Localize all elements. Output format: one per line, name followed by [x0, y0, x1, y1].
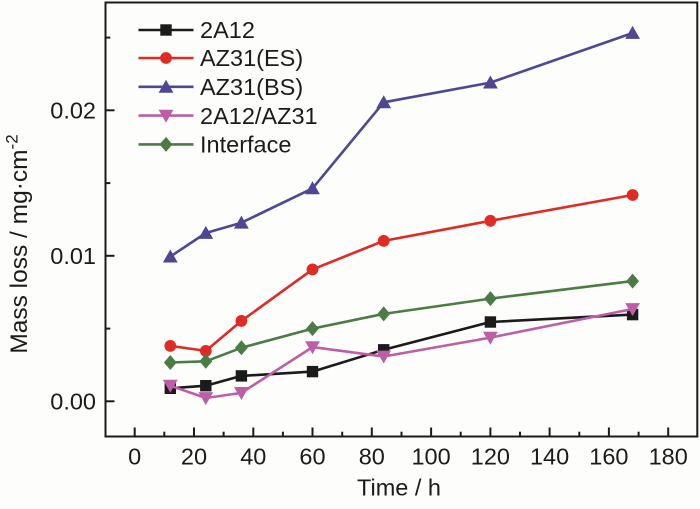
svg-text:0: 0	[128, 444, 141, 470]
svg-text:AZ31(BS): AZ31(BS)	[200, 74, 303, 100]
svg-text:160: 160	[589, 444, 628, 470]
svg-text:80: 80	[359, 444, 385, 470]
svg-text:20: 20	[181, 444, 207, 470]
svg-text:2A12/AZ31: 2A12/AZ31	[200, 103, 318, 129]
svg-text:60: 60	[299, 444, 325, 470]
svg-text:AZ31(ES): AZ31(ES)	[200, 45, 303, 71]
svg-text:Time / h: Time / h	[357, 475, 441, 501]
svg-text:180: 180	[649, 444, 688, 470]
svg-text:0.01: 0.01	[50, 243, 96, 269]
svg-text:0.00: 0.00	[50, 389, 96, 415]
svg-text:2A12: 2A12	[200, 17, 255, 43]
svg-text:100: 100	[411, 444, 450, 470]
svg-text:Mass loss / mg·cm-2: Mass loss / mg·cm-2	[3, 134, 34, 353]
svg-text:40: 40	[240, 444, 266, 470]
svg-text:140: 140	[530, 444, 569, 470]
svg-text:Interface: Interface	[200, 132, 291, 158]
svg-text:0.02: 0.02	[50, 98, 96, 124]
svg-text:120: 120	[471, 444, 510, 470]
